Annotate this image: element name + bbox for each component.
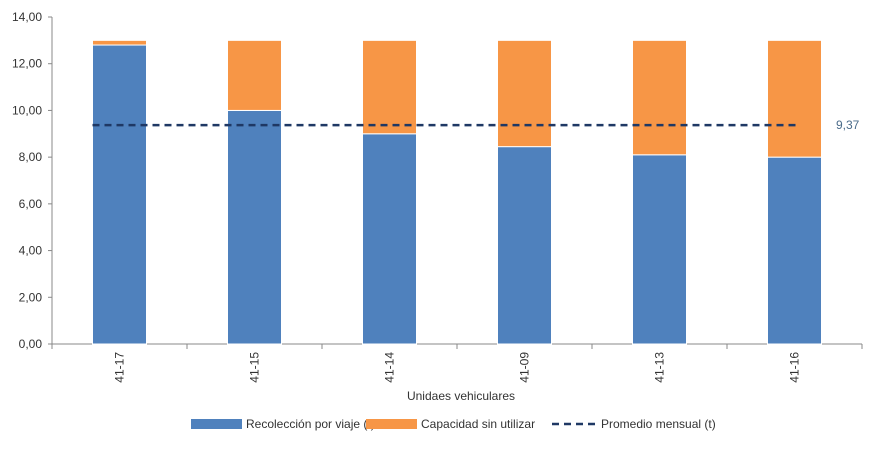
bars <box>92 39 822 345</box>
bar-capacidad <box>362 39 417 135</box>
legend-promedio-label: Promedio mensual (t) <box>601 417 716 431</box>
y-tick-label: 12,00 <box>12 57 42 71</box>
y-tick-label: 6,00 <box>19 197 43 211</box>
y-tick-label: 4,00 <box>19 244 43 258</box>
x-tick-label: 41-13 <box>653 352 667 383</box>
legend: Recolección por viaje (t) Capacidad sin u… <box>191 417 716 431</box>
bar-recoleccion <box>362 133 417 345</box>
bar-capacidad <box>227 39 282 111</box>
average-value-label: 9,37 <box>836 118 860 132</box>
x-tick-label: 41-09 <box>518 352 532 383</box>
x-tick-label: 41-17 <box>113 352 127 383</box>
y-tick-label: 0,00 <box>19 337 43 351</box>
legend-recoleccion-swatch <box>191 419 242 429</box>
average-line-group: 9,37 <box>92 118 860 132</box>
legend-recoleccion-label: Recolección por viaje (t) <box>246 417 375 431</box>
bar-recoleccion <box>632 154 687 345</box>
bar-capacidad <box>497 39 552 148</box>
bar-capacidad <box>92 39 147 46</box>
x-axis-title: Unidaes vehiculares <box>407 389 515 403</box>
bar-recoleccion <box>497 146 552 345</box>
bar-capacidad <box>767 39 822 158</box>
x-tick-label: 41-15 <box>248 352 262 383</box>
y-axis: 0,00 2,00 4,00 6,00 8,00 10,00 12,00 14,00 <box>12 10 53 351</box>
x-tick-label: 41-16 <box>788 352 802 383</box>
x-tick-label: 41-14 <box>383 352 397 383</box>
x-axis: 41-17 41-15 41-14 41-09 41-13 41-16 <box>51 343 863 383</box>
legend-capacidad-label: Capacidad sin utilizar <box>421 417 535 431</box>
y-tick-label: 14,00 <box>12 10 42 24</box>
y-tick-label: 8,00 <box>19 150 43 164</box>
y-tick-label: 2,00 <box>19 290 43 304</box>
y-tick-label: 10,00 <box>12 103 42 117</box>
bar-recoleccion <box>767 156 822 345</box>
bar-recoleccion <box>227 109 282 345</box>
bar-capacidad <box>632 39 687 156</box>
bar-recoleccion <box>92 44 147 345</box>
legend-capacidad-swatch <box>366 419 417 429</box>
